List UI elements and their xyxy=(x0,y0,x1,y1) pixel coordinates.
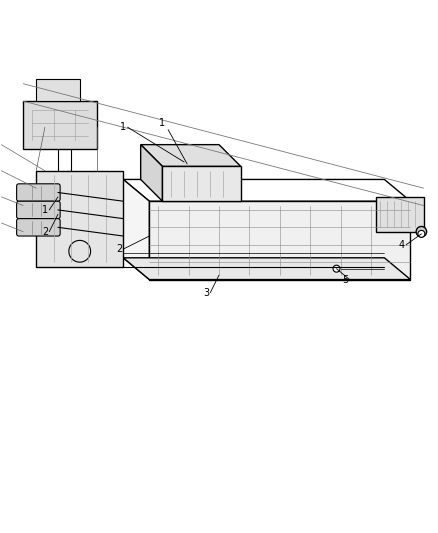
Text: 1: 1 xyxy=(120,122,126,132)
Text: 1: 1 xyxy=(42,205,48,215)
Text: 1: 1 xyxy=(159,118,166,128)
Polygon shape xyxy=(123,180,149,279)
FancyBboxPatch shape xyxy=(17,201,60,219)
Polygon shape xyxy=(141,144,241,166)
Polygon shape xyxy=(162,166,241,201)
Circle shape xyxy=(418,230,425,237)
Polygon shape xyxy=(141,144,162,201)
Text: 2: 2 xyxy=(42,227,48,237)
Text: 5: 5 xyxy=(342,274,348,285)
Polygon shape xyxy=(123,258,410,279)
Text: 3: 3 xyxy=(203,288,209,297)
Polygon shape xyxy=(149,201,410,279)
Text: 4: 4 xyxy=(399,240,405,250)
Polygon shape xyxy=(376,197,424,232)
Bar xyxy=(36,79,80,101)
Circle shape xyxy=(416,227,427,237)
FancyBboxPatch shape xyxy=(17,219,60,236)
Polygon shape xyxy=(23,101,97,149)
FancyBboxPatch shape xyxy=(17,184,60,201)
Polygon shape xyxy=(36,171,123,266)
Circle shape xyxy=(333,265,340,272)
Text: 2: 2 xyxy=(116,244,122,254)
